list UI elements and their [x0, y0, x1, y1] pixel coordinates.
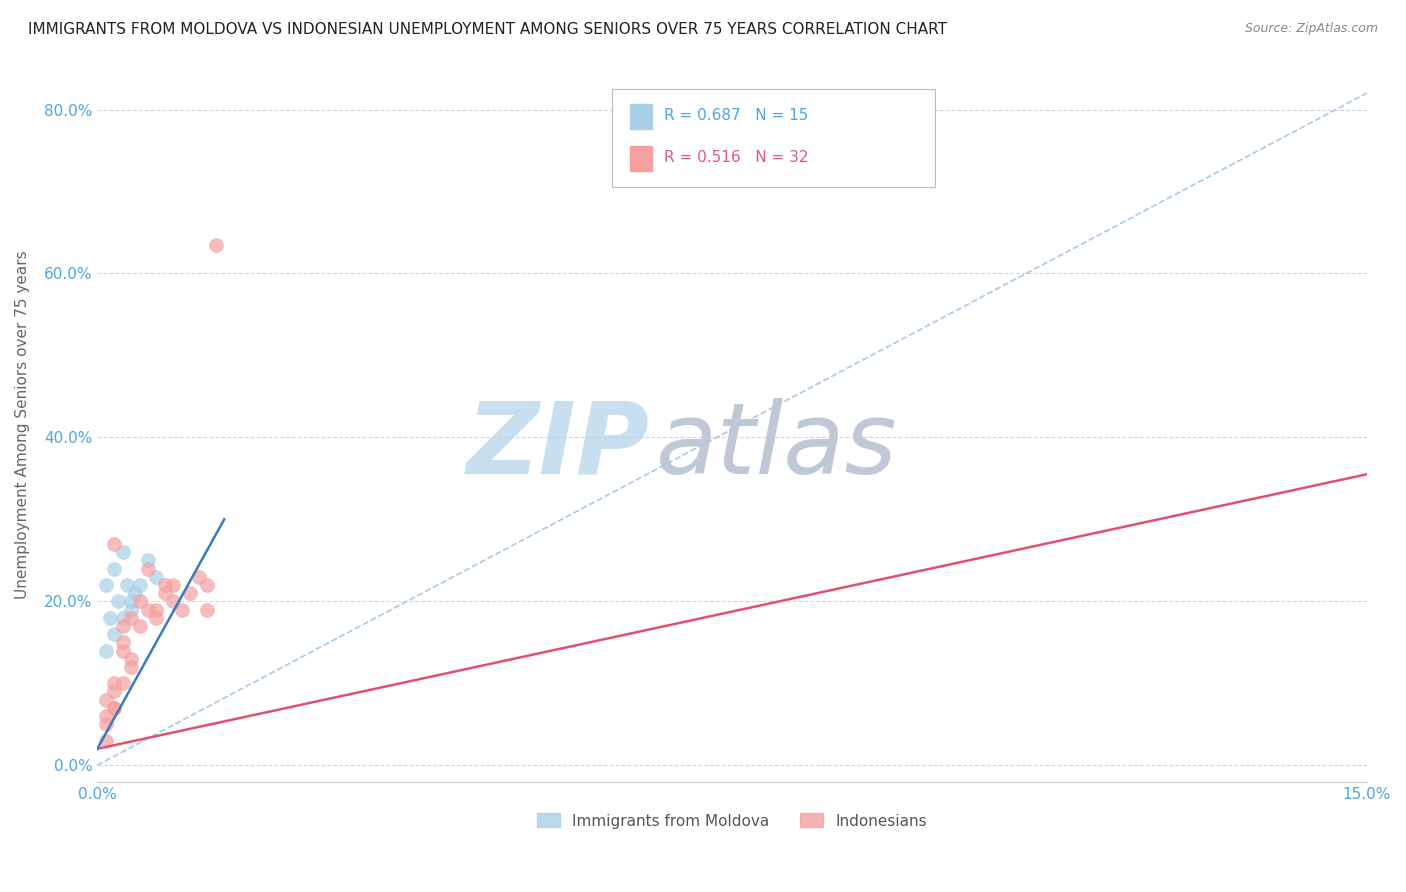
Point: [94, 643, 117, 657]
Point: [128, 619, 150, 633]
Point: [136, 561, 159, 575]
Point: [145, 570, 167, 584]
Point: [94, 709, 117, 723]
Point: [204, 237, 226, 252]
Point: [153, 586, 176, 600]
Point: [103, 701, 125, 715]
Point: [111, 643, 134, 657]
Point: [98, 611, 121, 625]
Point: [103, 684, 125, 698]
Text: Source: ZipAtlas.com: Source: ZipAtlas.com: [1244, 22, 1378, 36]
Point: [124, 586, 146, 600]
Point: [170, 602, 193, 616]
Point: [111, 619, 134, 633]
Legend: Immigrants from Moldova, Indonesians: Immigrants from Moldova, Indonesians: [531, 807, 934, 835]
Point: [153, 578, 176, 592]
Point: [94, 733, 117, 747]
Point: [136, 602, 159, 616]
Point: [145, 611, 167, 625]
Point: [120, 602, 142, 616]
Point: [120, 594, 142, 608]
Point: [94, 578, 117, 592]
Text: R = 0.516   N = 32: R = 0.516 N = 32: [664, 151, 808, 165]
Point: [128, 594, 150, 608]
Point: [136, 553, 159, 567]
Point: [179, 586, 201, 600]
Point: [111, 545, 134, 559]
Point: [111, 676, 134, 690]
Point: [187, 570, 209, 584]
Point: [103, 561, 125, 575]
Text: atlas: atlas: [655, 398, 897, 495]
Point: [111, 635, 134, 649]
Point: [162, 578, 184, 592]
Text: ZIP: ZIP: [467, 398, 650, 495]
Point: [94, 692, 117, 706]
Point: [145, 602, 167, 616]
Point: [103, 676, 125, 690]
Text: R = 0.687   N = 15: R = 0.687 N = 15: [664, 109, 808, 123]
Point: [162, 594, 184, 608]
Y-axis label: Unemployment Among Seniors over 75 years: Unemployment Among Seniors over 75 years: [15, 251, 30, 599]
Point: [111, 611, 134, 625]
Point: [120, 651, 142, 665]
Point: [107, 594, 129, 608]
Point: [195, 578, 218, 592]
Point: [103, 537, 125, 551]
Point: [120, 660, 142, 674]
Point: [103, 627, 125, 641]
Point: [94, 717, 117, 731]
Point: [115, 578, 138, 592]
Point: [128, 578, 150, 592]
Point: [103, 701, 125, 715]
Point: [195, 602, 218, 616]
Point: [120, 611, 142, 625]
Text: IMMIGRANTS FROM MOLDOVA VS INDONESIAN UNEMPLOYMENT AMONG SENIORS OVER 75 YEARS C: IMMIGRANTS FROM MOLDOVA VS INDONESIAN UN…: [28, 22, 948, 37]
